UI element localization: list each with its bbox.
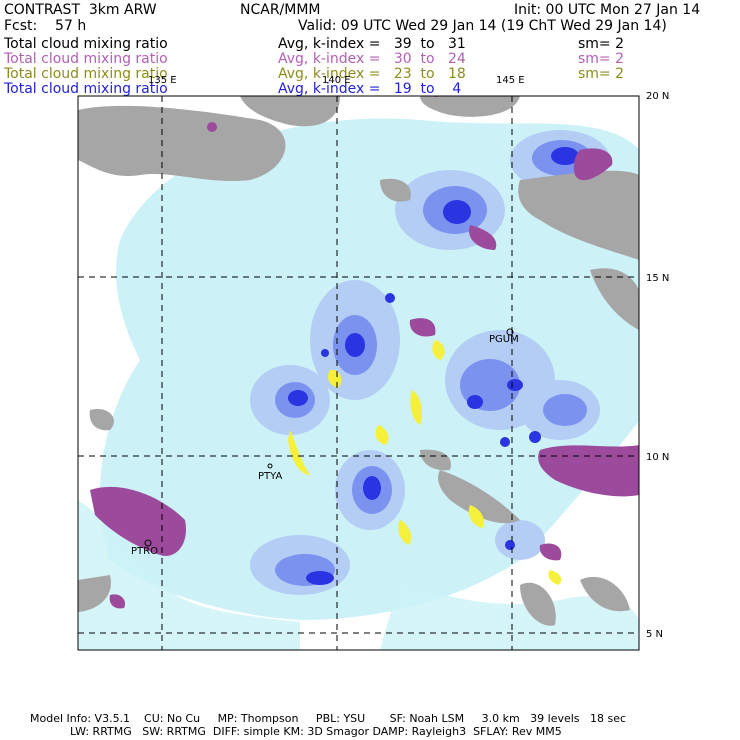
- field-name-2: Total cloud mixing ratio: [4, 51, 168, 67]
- field-name-4: Total cloud mixing ratio: [4, 81, 168, 97]
- field-index-3: Avg, k-index = 23 to 18: [278, 66, 466, 82]
- field-sm-1: sm= 2: [578, 36, 625, 52]
- init-time: Init: 00 UTC Mon 27 Jan 14: [514, 2, 701, 18]
- forecast-hour: Fcst: 57 h: [4, 18, 87, 34]
- station-marker-pgum: [506, 328, 514, 336]
- lat-label-15n: 15 N: [646, 273, 669, 284]
- cloud-layer-core: [288, 147, 579, 585]
- yellow-layer: [288, 340, 562, 585]
- station-label-pgum: PGUM: [489, 334, 519, 345]
- field-index-2: Avg, k-index = 30 to 24: [278, 51, 466, 67]
- station-label-ptro: PTRO: [131, 546, 158, 557]
- lon-label-140e: 140 E: [322, 75, 351, 86]
- field-index-1: Avg, k-index = 39 to 31: [278, 36, 466, 52]
- graticule: [78, 95, 639, 650]
- model-info-line1: Model Info: V3.5.1 CU: No Cu MP: Thompso…: [30, 712, 627, 725]
- field-name-3: Total cloud mixing ratio: [4, 66, 168, 82]
- field-name-1: Total cloud mixing ratio: [4, 36, 168, 52]
- station-label-ptya: PTYA: [258, 471, 282, 482]
- model-info-line2: LW: RRTMG SW: RRTMG DIFF: simple KM: 3D …: [70, 725, 562, 738]
- valid-time: Valid: 09 UTC Wed 29 Jan 14 (19 ChT Wed …: [298, 18, 667, 34]
- lon-label-145e: 145 E: [496, 75, 525, 86]
- station-marker-ptya: [267, 463, 273, 469]
- org-title: NCAR/MMM: [240, 2, 321, 18]
- lat-label-10n: 10 N: [646, 452, 669, 463]
- field-index-4: Avg, k-index = 19 to 4: [278, 81, 462, 97]
- lon-label-135e: 135 E: [148, 75, 177, 86]
- field-sm-3: sm= 2: [578, 66, 625, 82]
- lat-label-5n: 5 N: [646, 629, 663, 640]
- lat-label-20n: 20 N: [646, 91, 669, 102]
- station-marker-ptro: [144, 539, 152, 547]
- land-layer: [78, 96, 639, 626]
- field-sm-2: sm= 2: [578, 51, 625, 67]
- model-title: CONTRAST 3km ARW: [4, 2, 157, 18]
